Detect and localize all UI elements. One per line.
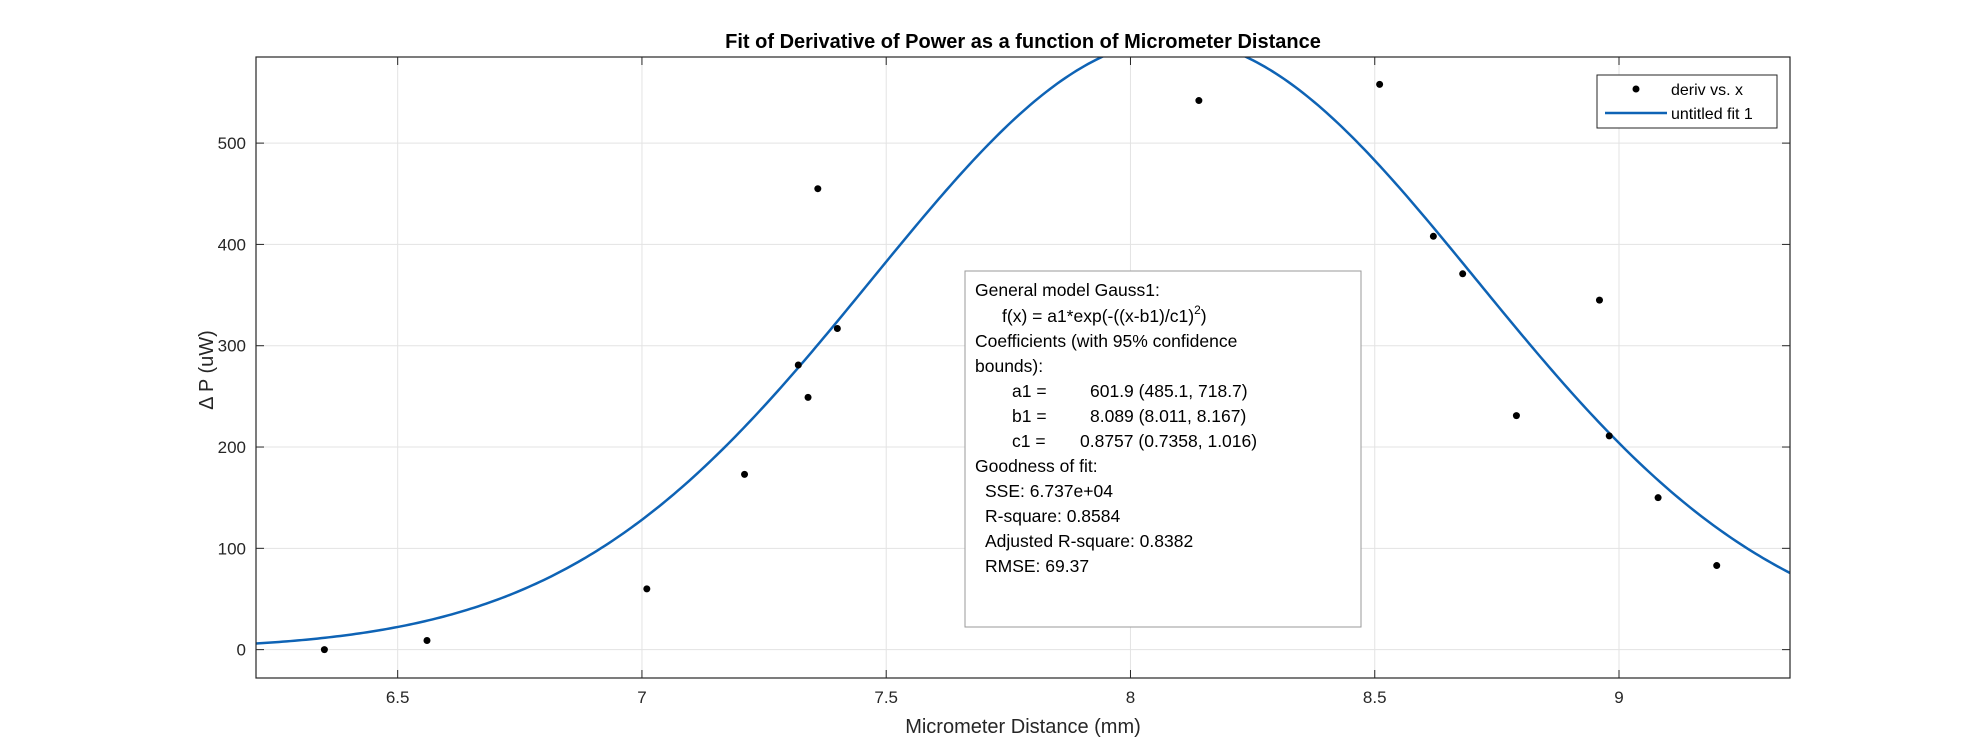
data-point bbox=[1459, 270, 1467, 278]
annotation-formula-exponent: 2 bbox=[1194, 303, 1201, 317]
fit-curve bbox=[256, 57, 1790, 645]
annotation-goodness-heading: Goodness of fit: bbox=[975, 456, 1098, 476]
points-layer bbox=[320, 80, 1721, 654]
annotation-rmse: RMSE: 69.37 bbox=[985, 556, 1089, 576]
data-point bbox=[741, 470, 749, 478]
legend-label-fit: untitled fit 1 bbox=[1671, 106, 1753, 123]
annotation-model: General model Gauss1: bbox=[975, 280, 1160, 300]
x-tick-label: 8.5 bbox=[1363, 688, 1387, 707]
fit-layer bbox=[256, 57, 1790, 645]
legend-marker-points bbox=[1632, 85, 1640, 93]
annotation-coefficients-heading: Coefficients (with 95% confidence bbox=[975, 331, 1237, 351]
x-tick-label: 6.5 bbox=[386, 688, 410, 707]
x-tick-label: 7 bbox=[637, 688, 646, 707]
tick-labels: 6.5 7 7.5 8 8.5 9 0 100 200 300 400 500 bbox=[218, 134, 1624, 707]
y-tick-label: 400 bbox=[218, 235, 246, 254]
annotation-b1-label: b1 = bbox=[1012, 406, 1047, 426]
ticks bbox=[256, 57, 1790, 678]
annotation-box bbox=[964, 270, 1362, 628]
legend-label-points: deriv vs. x bbox=[1671, 82, 1743, 99]
data-point bbox=[1605, 432, 1613, 440]
legend: deriv vs. x untitled fit 1 bbox=[1596, 74, 1778, 129]
data-point bbox=[1512, 412, 1520, 420]
data-point bbox=[320, 646, 328, 654]
annotation-formula: f(x) = a1*exp(-((x-b1)/c1)2) bbox=[1002, 303, 1207, 326]
y-tick-label: 100 bbox=[218, 539, 246, 558]
data-point bbox=[1595, 296, 1603, 304]
data-point bbox=[1713, 562, 1721, 570]
annotation-c1-label: c1 = bbox=[1012, 431, 1046, 451]
data-point bbox=[1376, 80, 1384, 88]
annotation-coefficients-bounds: bounds): bbox=[975, 356, 1043, 376]
annotation-a1-value: 601.9 (485.1, 718.7) bbox=[1090, 381, 1248, 401]
annotation-b1-value: 8.089 (8.011, 8.167) bbox=[1090, 406, 1246, 426]
legend-box bbox=[1596, 74, 1778, 129]
data-point bbox=[814, 185, 822, 193]
x-tick-label: 7.5 bbox=[874, 688, 898, 707]
data-point bbox=[423, 637, 431, 645]
y-tick-label: 500 bbox=[218, 134, 246, 153]
y-tick-label: 0 bbox=[237, 641, 246, 660]
y-axis-label: Δ P (uW) bbox=[196, 330, 218, 410]
annotation-sse: SSE: 6.737e+04 bbox=[985, 481, 1113, 501]
annotation-formula-close: ) bbox=[1201, 306, 1207, 326]
data-point bbox=[643, 585, 651, 593]
x-tick-label: 8 bbox=[1126, 688, 1135, 707]
annotation-c1-value: 0.8757 (0.7358, 1.016) bbox=[1080, 431, 1257, 451]
y-tick-label: 200 bbox=[218, 438, 246, 457]
fit-results-annotation: General model Gauss1: f(x) = a1*exp(-((x… bbox=[964, 270, 1362, 628]
annotation-rsquare: R-square: 0.8584 bbox=[985, 506, 1120, 526]
data-point bbox=[833, 324, 841, 332]
axes-frame bbox=[255, 56, 1791, 679]
x-tick-label: 9 bbox=[1614, 688, 1623, 707]
data-point bbox=[1195, 97, 1203, 105]
data-point bbox=[1654, 494, 1662, 502]
x-axis-label: Micrometer Distance (mm) bbox=[905, 716, 1141, 738]
data-point bbox=[1429, 232, 1437, 240]
annotation-formula-main: f(x) = a1*exp(-((x-b1)/c1) bbox=[1002, 306, 1194, 326]
y-tick-label: 300 bbox=[218, 337, 246, 356]
data-point bbox=[794, 361, 802, 369]
annotation-adj-rsquare: Adjusted R-square: 0.8382 bbox=[985, 531, 1193, 551]
data-point bbox=[804, 393, 812, 401]
annotation-a1-label: a1 = bbox=[1012, 381, 1047, 401]
chart-title: Fit of Derivative of Power as a function… bbox=[725, 31, 1321, 53]
